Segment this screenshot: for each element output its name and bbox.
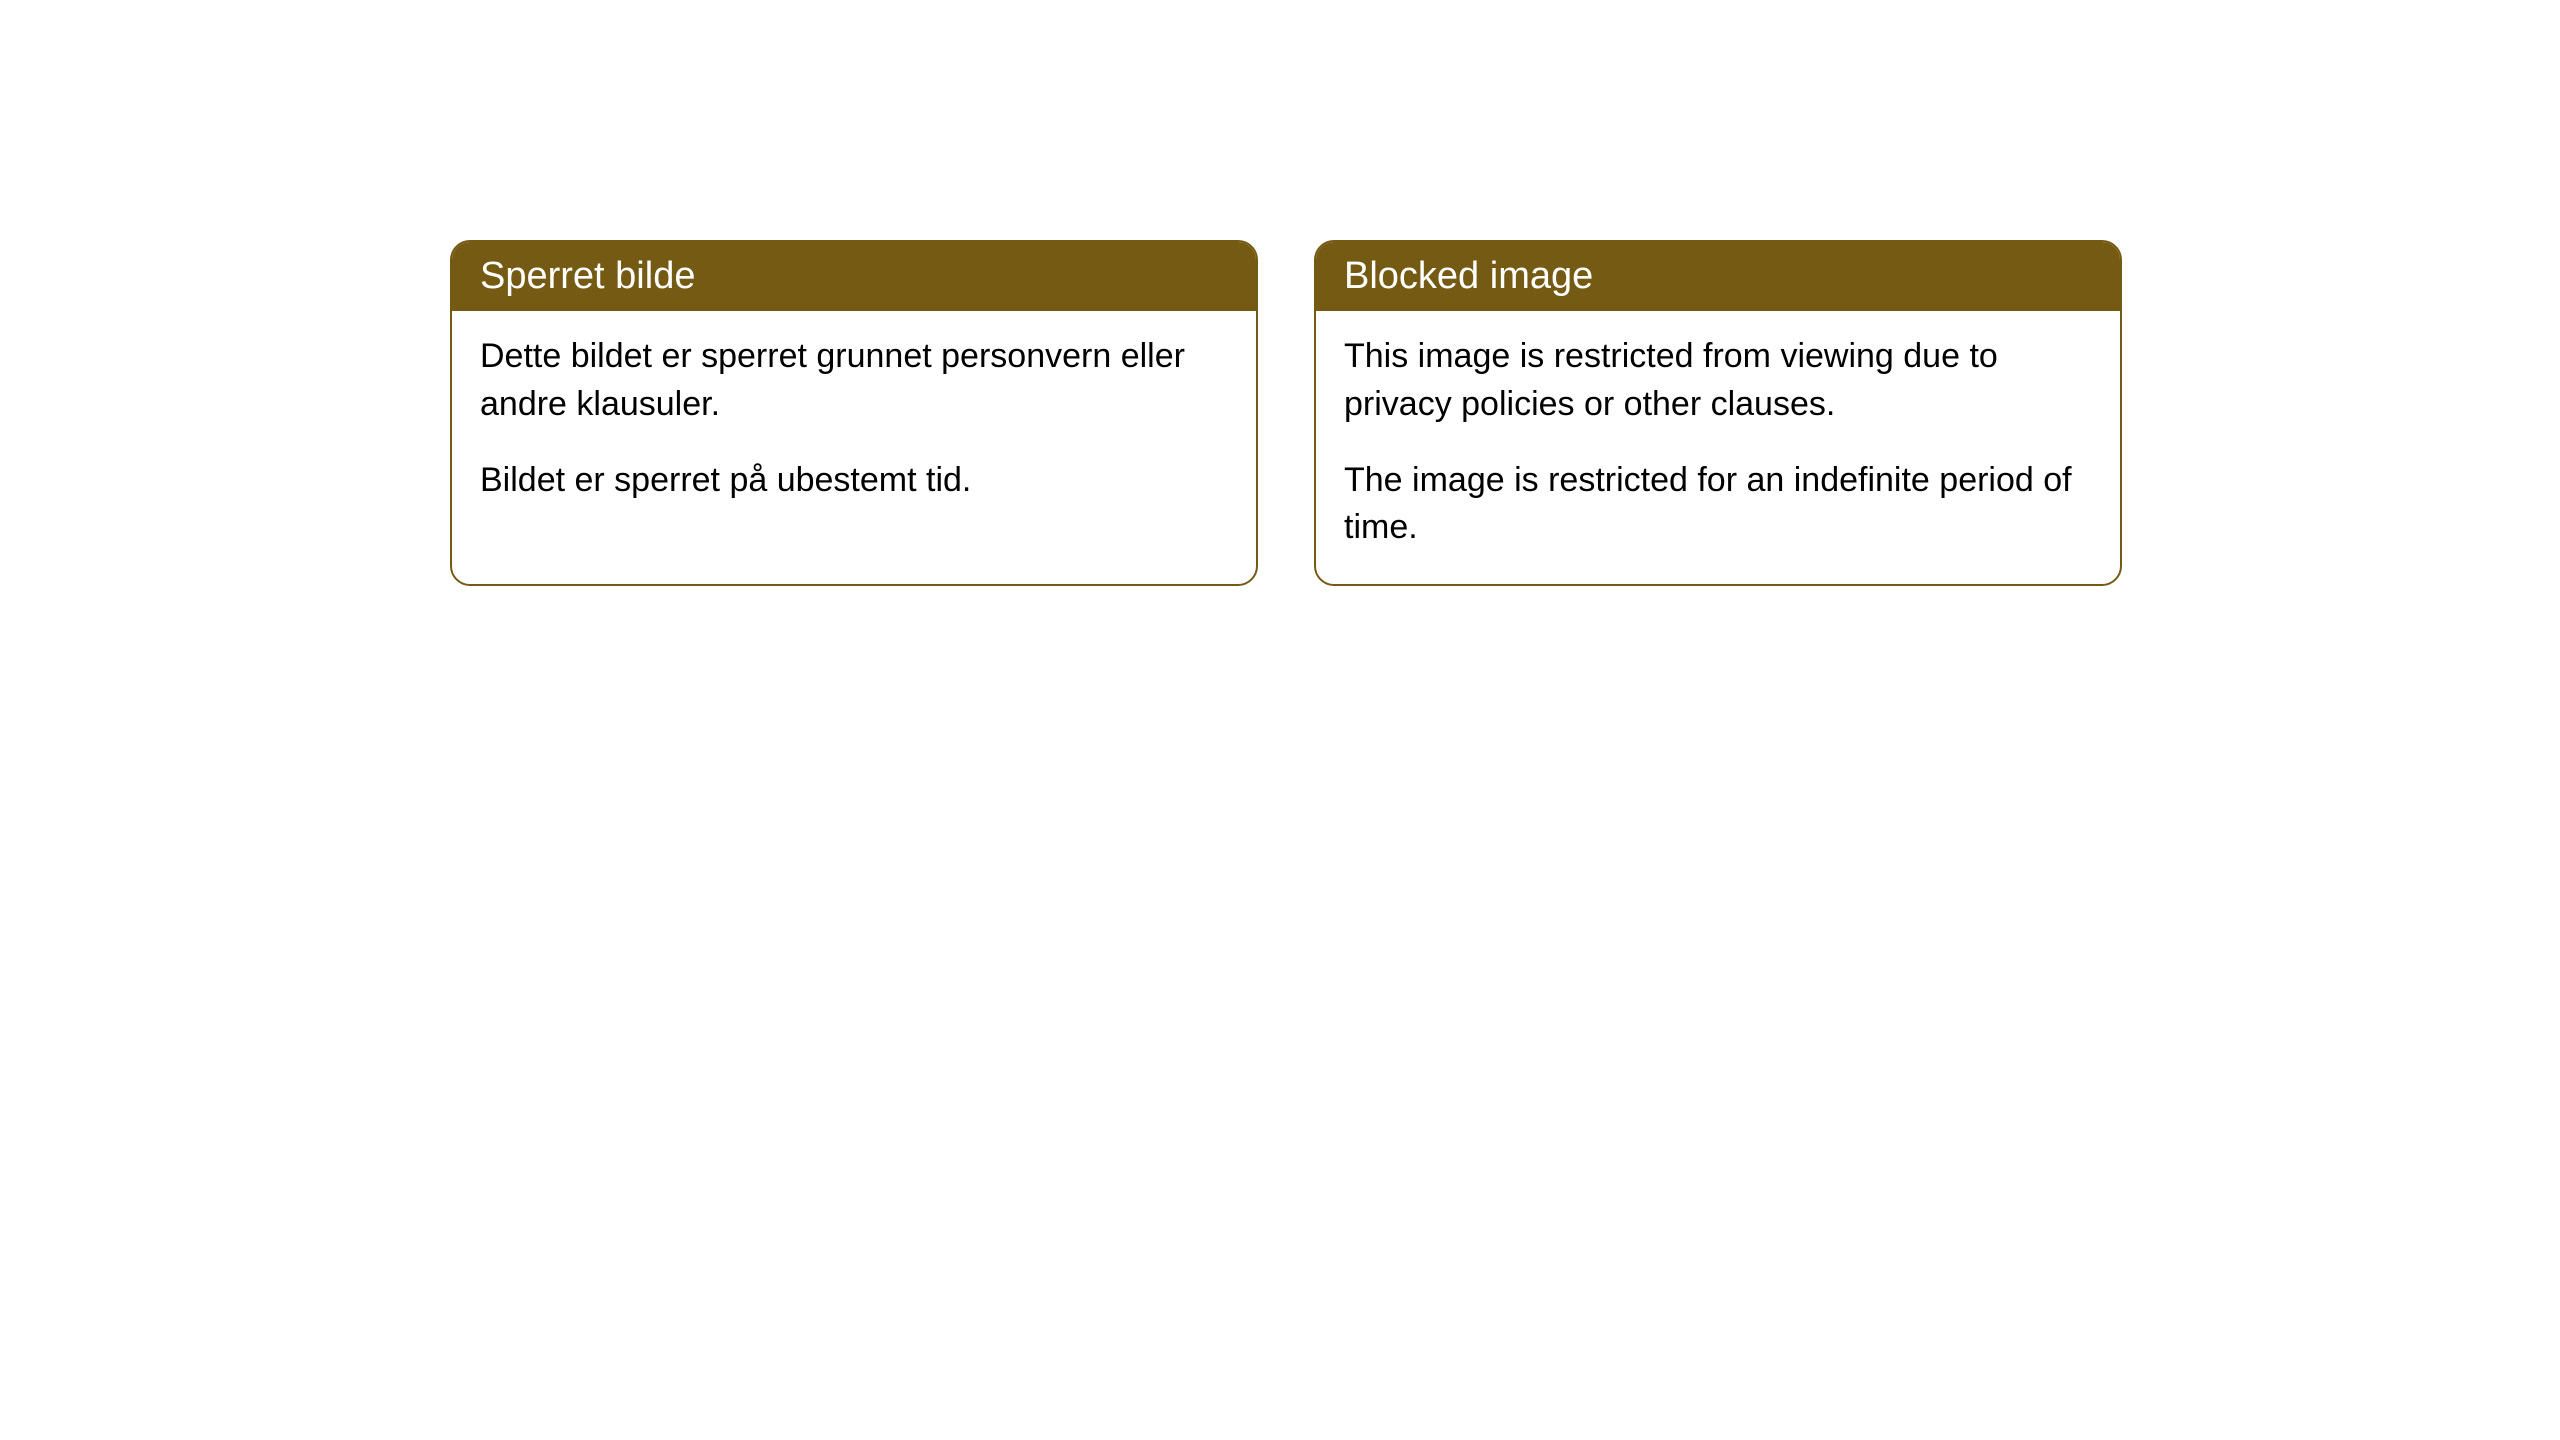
card-body-no: Dette bildet er sperret grunnet personve… (452, 311, 1256, 536)
blocked-image-card-en: Blocked image This image is restricted f… (1314, 240, 2122, 586)
notice-cards-container: Sperret bilde Dette bildet er sperret gr… (450, 240, 2122, 586)
card-paragraph-no-2: Bildet er sperret på ubestemt tid. (480, 457, 1228, 505)
blocked-image-card-no: Sperret bilde Dette bildet er sperret gr… (450, 240, 1258, 586)
card-paragraph-no-1: Dette bildet er sperret grunnet personve… (480, 333, 1228, 428)
card-body-en: This image is restricted from viewing du… (1316, 311, 2120, 583)
card-header-en: Blocked image (1316, 242, 2120, 311)
card-paragraph-en-2: The image is restricted for an indefinit… (1344, 457, 2092, 552)
card-header-no: Sperret bilde (452, 242, 1256, 311)
card-paragraph-en-1: This image is restricted from viewing du… (1344, 333, 2092, 428)
